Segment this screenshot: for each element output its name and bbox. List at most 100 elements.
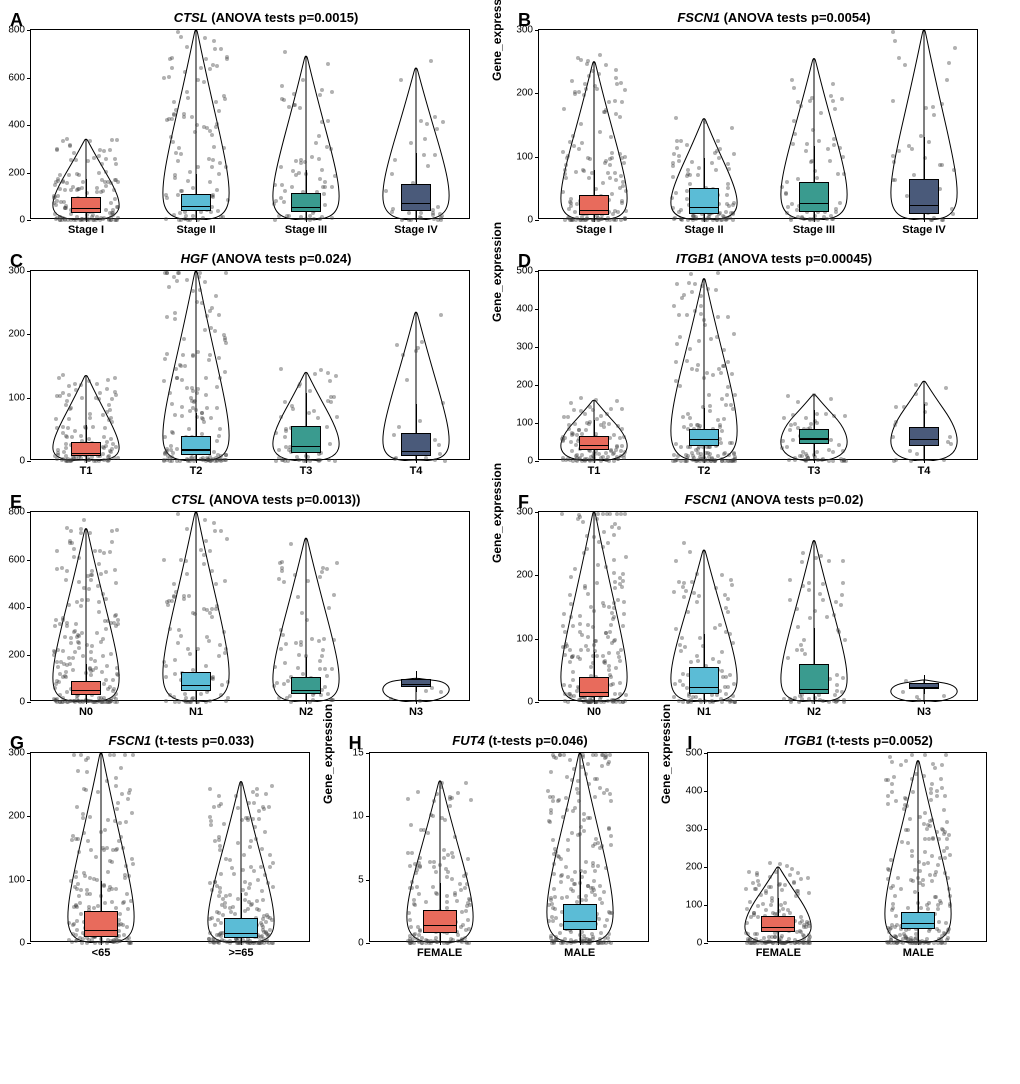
y-tick: 200 <box>505 380 533 391</box>
y-tick: 300 <box>505 25 533 36</box>
x-tick: N0 <box>587 706 601 718</box>
y-tick: 10 <box>336 811 364 822</box>
panel-D: DITGB1 (ANOVA tests p=0.00045)Gene_expre… <box>518 251 1010 484</box>
boxplot-box <box>563 904 597 931</box>
y-axis-label: Gene_expression <box>490 463 504 563</box>
x-tick: Stage II <box>176 224 215 236</box>
boxplot-box <box>401 679 432 686</box>
y-tick: 300 <box>0 266 25 277</box>
y-tick: 200 <box>674 862 702 873</box>
y-tick: 100 <box>505 633 533 644</box>
y-tick: 200 <box>505 570 533 581</box>
boxplot-box <box>181 436 212 455</box>
boxplot-box <box>181 194 212 211</box>
chart-wrap: CTSL (ANOVA tests p=0.0015) Gene_expressi… <box>30 10 502 243</box>
x-tick: T1 <box>80 465 93 477</box>
boxplot-box <box>401 184 432 210</box>
y-tick: 100 <box>505 418 533 429</box>
x-tick: T2 <box>190 465 203 477</box>
chart-wrap: FSCN1 (ANOVA tests p=0.02)Gene_expressio… <box>538 492 1010 725</box>
y-tick: 400 <box>0 120 25 131</box>
y-tick: 100 <box>0 874 25 885</box>
x-tick: T3 <box>300 465 313 477</box>
boxplot-box <box>291 677 322 694</box>
boxplot-box <box>71 681 102 695</box>
chart-wrap: ITGB1 (t-tests p=0.0052)Gene_expression0… <box>707 733 1010 966</box>
plot-area: Gene_expression0100200300<65>=65 <box>30 752 310 942</box>
y-tick: 100 <box>505 151 533 162</box>
boxplot-box <box>423 910 457 933</box>
chart-wrap: FUT4 (t-tests p=0.046)Gene_expression051… <box>369 733 672 966</box>
x-tick: Stage I <box>576 224 612 236</box>
y-tick: 0 <box>0 456 25 467</box>
plot-area: Gene_expression0200400600800N0N1N2N3 <box>30 511 470 701</box>
boxplot-box <box>181 672 212 691</box>
chart-wrap: FSCN1 (t-tests p=0.033) Gene_expression01… <box>30 733 333 966</box>
x-tick: MALE <box>903 947 934 959</box>
x-tick: FEMALE <box>417 947 462 959</box>
y-tick: 200 <box>0 329 25 340</box>
y-tick: 0 <box>505 215 533 226</box>
x-tick: Stage I <box>68 224 104 236</box>
y-tick: 0 <box>674 938 702 949</box>
panel-I: IITGB1 (t-tests p=0.0052)Gene_expression… <box>687 733 1010 966</box>
plot-area: Gene_expression0100200300Stage IStage II… <box>538 29 978 219</box>
y-tick: 800 <box>0 507 25 518</box>
y-tick: 600 <box>0 72 25 83</box>
y-tick: 500 <box>505 266 533 277</box>
y-tick: 200 <box>0 167 25 178</box>
chart-wrap: ITGB1 (ANOVA tests p=0.00045)Gene_expres… <box>538 251 1010 484</box>
boxplot-box <box>799 429 830 444</box>
chart-title: CTSL (ANOVA tests p=0.0013)) <box>30 492 502 507</box>
boxplot-box <box>579 677 610 697</box>
x-tick: <65 <box>92 947 111 959</box>
x-tick: T3 <box>808 465 821 477</box>
chart-title: FSCN1 (t-tests p=0.033) <box>30 733 333 748</box>
y-axis-label: Gene_expression <box>321 704 335 804</box>
chart-wrap: FSCN1 (ANOVA tests p=0.0054)Gene_express… <box>538 10 1010 243</box>
x-tick: Stage II <box>684 224 723 236</box>
y-tick: 0 <box>505 456 533 467</box>
panel-C: CHGF (ANOVA tests p=0.024)Gene_expressio… <box>10 251 502 484</box>
boxplot-box <box>71 442 102 456</box>
y-tick: 300 <box>674 824 702 835</box>
y-tick: 300 <box>0 748 25 759</box>
chart-title: ITGB1 (t-tests p=0.0052) <box>707 733 1010 748</box>
boxplot-box <box>909 427 940 446</box>
x-tick: N1 <box>697 706 711 718</box>
y-tick: 200 <box>0 649 25 660</box>
chart-wrap: CTSL (ANOVA tests p=0.0013)) Gene_express… <box>30 492 502 725</box>
x-tick: T2 <box>698 465 711 477</box>
chart-title: HGF (ANOVA tests p=0.024) <box>30 251 502 266</box>
y-tick: 5 <box>336 874 364 885</box>
boxplot-box <box>689 667 720 694</box>
boxplot-box <box>799 182 830 212</box>
y-tick: 15 <box>336 748 364 759</box>
boxplot-box <box>689 429 720 446</box>
panel-G: GFSCN1 (t-tests p=0.033)Gene_expression0… <box>10 733 333 966</box>
chart-title: CTSL (ANOVA tests p=0.0015) <box>30 10 502 25</box>
panel-B: BFSCN1 (ANOVA tests p=0.0054)Gene_expres… <box>518 10 1010 243</box>
y-tick: 600 <box>0 554 25 565</box>
x-tick: N2 <box>807 706 821 718</box>
y-tick: 300 <box>505 342 533 353</box>
plot-area: Gene_expression0200400600800Stage IStage… <box>30 29 470 219</box>
y-tick: 0 <box>336 938 364 949</box>
chart-wrap: HGF (ANOVA tests p=0.024)Gene_expression… <box>30 251 502 484</box>
violin <box>869 512 979 702</box>
y-tick: 300 <box>505 507 533 518</box>
y-tick: 200 <box>505 88 533 99</box>
y-axis-label: Gene_expression <box>659 704 673 804</box>
panel-F: FFSCN1 (ANOVA tests p=0.02)Gene_expressi… <box>518 492 1010 725</box>
boxplot-box <box>291 426 322 453</box>
boxplot-box <box>689 188 720 213</box>
y-tick: 0 <box>0 697 25 708</box>
boxplot-box <box>761 916 795 931</box>
x-tick: Stage III <box>285 224 327 236</box>
plot-area: Gene_expression0100200300400500T1T2T3T4 <box>538 270 978 460</box>
boxplot-box <box>71 197 102 212</box>
chart-title: FUT4 (t-tests p=0.046) <box>369 733 672 748</box>
x-tick: N3 <box>409 706 423 718</box>
y-tick: 0 <box>0 938 25 949</box>
panel-A: ACTSL (ANOVA tests p=0.0015)Gene_express… <box>10 10 502 243</box>
